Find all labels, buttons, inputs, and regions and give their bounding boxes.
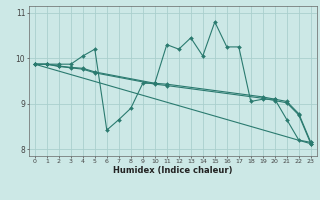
X-axis label: Humidex (Indice chaleur): Humidex (Indice chaleur) [113,166,233,175]
